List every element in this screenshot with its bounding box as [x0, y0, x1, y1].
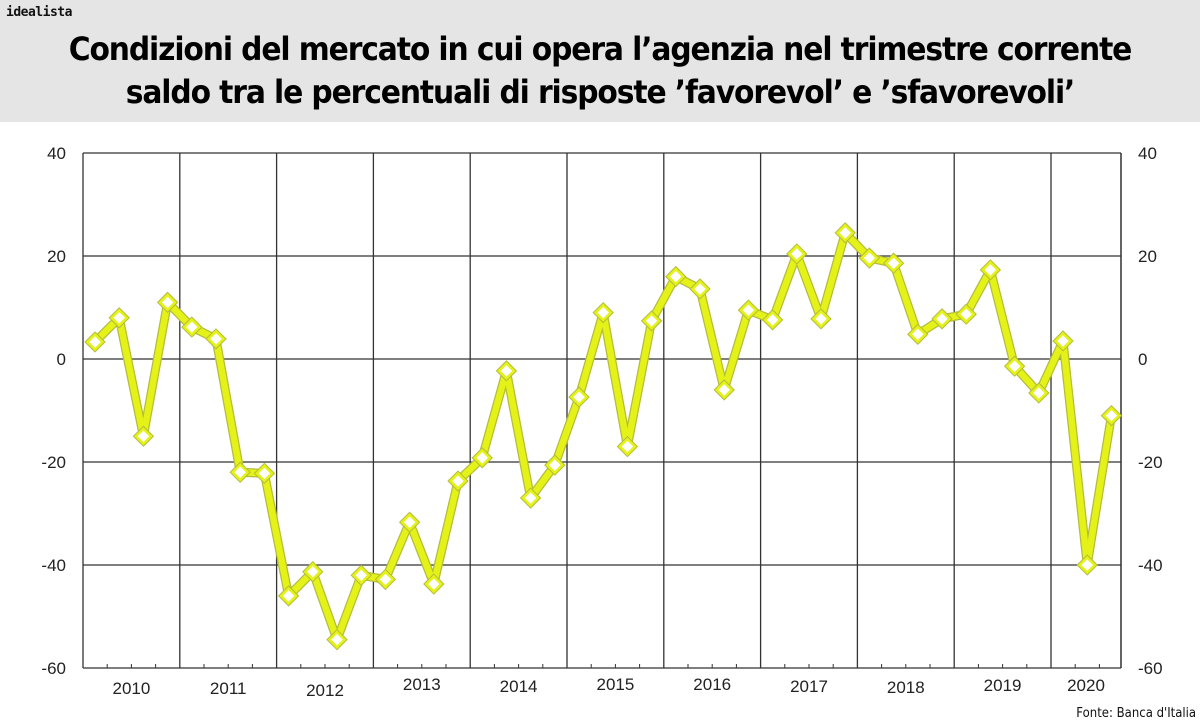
- x-tick-label: 2020: [1067, 676, 1105, 695]
- diamond-marker: [787, 244, 807, 264]
- diamond-marker: [1005, 356, 1024, 376]
- series-line-outline: [91, 228, 1116, 645]
- diamond-marker: [690, 279, 710, 299]
- diamond-marker: [327, 630, 347, 649]
- y-tick-label: 0: [57, 350, 66, 369]
- diamond-marker: [279, 586, 298, 606]
- diamond-marker: [109, 308, 129, 328]
- source-note: Fonte: Banca d'Italia: [1076, 706, 1196, 721]
- diamond-marker: [400, 512, 419, 532]
- x-tick-label: 2013: [403, 675, 441, 694]
- diamond-marker: [424, 574, 444, 594]
- x-tick-label: 2010: [112, 679, 150, 698]
- diamond-marker: [860, 248, 879, 268]
- diamond-marker: [811, 309, 831, 329]
- diamond-marker: [714, 380, 734, 400]
- diamond-marker: [182, 317, 202, 337]
- y-tick-label: -40: [1138, 556, 1163, 575]
- y-tick-label: 40: [1138, 144, 1157, 163]
- x-tick-label: 2011: [210, 679, 247, 698]
- x-tick-label: 2014: [500, 677, 538, 696]
- diamond-marker: [134, 426, 153, 446]
- diamond-marker: [642, 311, 661, 331]
- diamond-marker: [1102, 406, 1121, 425]
- y-tick-label: 20: [1138, 247, 1157, 266]
- x-tick-label: 2016: [693, 675, 731, 694]
- x-tick-label: 2017: [790, 677, 828, 696]
- diamond-marker: [521, 488, 540, 508]
- chart-title: Condizioni del mercato in cui opera l’ag…: [68, 30, 1133, 68]
- y-tick-label: -60: [1138, 659, 1163, 678]
- chart-subtitle: saldo tra le percentuali di risposte ’fa…: [125, 73, 1076, 111]
- y-tick-label: 0: [1138, 350, 1147, 369]
- y-tick-label: -20: [1138, 453, 1163, 472]
- y-tick-label: -60: [41, 659, 66, 678]
- diamond-marker: [981, 260, 1000, 280]
- x-tick-label: 2018: [887, 678, 925, 697]
- diamond-marker: [351, 566, 371, 585]
- diamond-marker: [472, 448, 492, 468]
- x-tick-label: 2015: [596, 675, 634, 694]
- y-axis-left: 40 20 0 -20 -40 -60: [41, 144, 66, 678]
- diamond-marker: [835, 223, 855, 243]
- diamond-marker: [1053, 331, 1073, 351]
- diamond-marker: [908, 325, 928, 344]
- diamond-marker: [593, 303, 613, 322]
- diamond-marker: [255, 464, 274, 483]
- diamond-marker: [497, 361, 516, 381]
- diamond-marker: [303, 562, 323, 581]
- y-tick-label: 40: [47, 144, 66, 163]
- diamond-marker: [1029, 383, 1049, 403]
- chart-header: idealista Condizioni del mercato in cui …: [0, 0, 1200, 122]
- x-tick-label: 2019: [984, 676, 1022, 695]
- diamond-marker: [448, 471, 468, 491]
- diamond-marker: [1077, 555, 1097, 575]
- diamond-marker: [376, 570, 395, 589]
- diamond-marker: [230, 463, 250, 482]
- diamond-marker: [158, 293, 177, 312]
- y-tick-label: -40: [41, 556, 66, 575]
- diamond-marker: [206, 329, 226, 349]
- series-line: [92, 229, 1115, 643]
- diamond-marker: [739, 300, 758, 320]
- x-tick-label: 2012: [306, 681, 344, 700]
- diamond-marker: [932, 309, 952, 329]
- y-tick-label: -20: [41, 453, 66, 472]
- diamond-marker: [763, 310, 782, 330]
- diamond-marker: [569, 387, 589, 407]
- diamond-marker: [618, 437, 637, 456]
- diamond-marker: [545, 455, 565, 475]
- y-tick-label: 20: [47, 247, 66, 266]
- diamond-marker: [956, 304, 976, 324]
- diamond-marker: [85, 332, 105, 352]
- diamond-marker: [666, 267, 686, 286]
- x-axis: 2010 2011 2012 2013 2014 2015 2016 2017 2018 2019…: [106, 664, 1105, 700]
- diamond-marker: [884, 253, 903, 273]
- chart-grid: [82, 152, 1122, 669]
- y-axis-right: 40 20 0 -20 -40 -60: [1138, 144, 1163, 678]
- data-series: [84, 222, 1123, 651]
- brand-logo: idealista: [6, 5, 72, 20]
